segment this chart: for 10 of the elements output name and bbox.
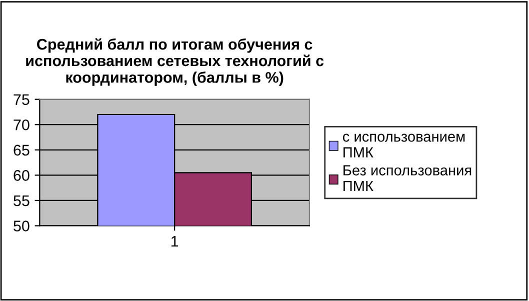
y-tick-label: 55 (14, 195, 30, 206)
y-tick-label: 65 (14, 144, 30, 156)
x-tick-label: 1 (171, 236, 178, 247)
y-tick-label: 70 (14, 119, 30, 130)
chart-title: Средний балл по итогам обучения с использованием сетевых технологий с координатором, (баллы в %) (26, 38, 324, 86)
legend-label: Без использования ПМК (344, 165, 472, 192)
y-tick-label: 75 (14, 94, 30, 106)
legend-label: с использованием ПМК (342, 134, 465, 158)
y-tick-label: 50 (14, 220, 30, 232)
y-tick-label: 60 (14, 170, 30, 181)
